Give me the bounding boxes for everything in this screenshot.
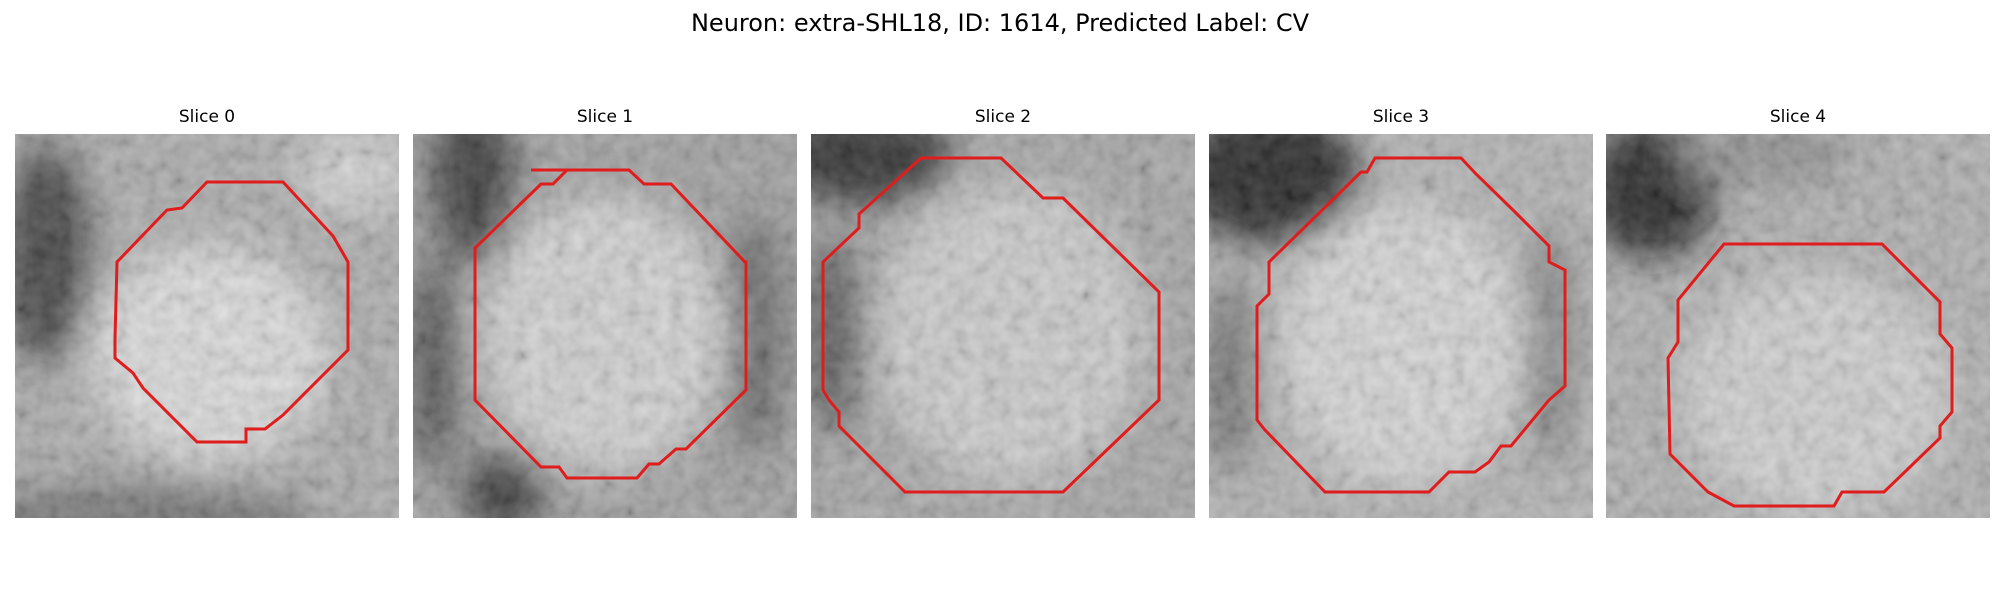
slice-image: [15, 134, 399, 518]
slice-image: [811, 134, 1195, 518]
slice-title: Slice 2: [974, 107, 1032, 127]
roi-contour: [113, 180, 350, 444]
roi-contour: [821, 156, 1161, 494]
slice-image: [1209, 134, 1593, 518]
roi-contour: [473, 168, 748, 480]
roi-contour: [1255, 156, 1567, 494]
roi-contour: [1666, 242, 1954, 508]
slice-title: Slice 1: [576, 107, 634, 127]
figure-title: Neuron: extra-SHL18, ID: 1614, Predicted…: [690, 9, 1310, 37]
slice-title: Slice 3: [1372, 107, 1430, 127]
slice-title: Slice 4: [1769, 107, 1827, 127]
slice-image: [413, 134, 797, 518]
slice-image: [1606, 134, 1990, 518]
slice-title: Slice 0: [178, 107, 236, 127]
